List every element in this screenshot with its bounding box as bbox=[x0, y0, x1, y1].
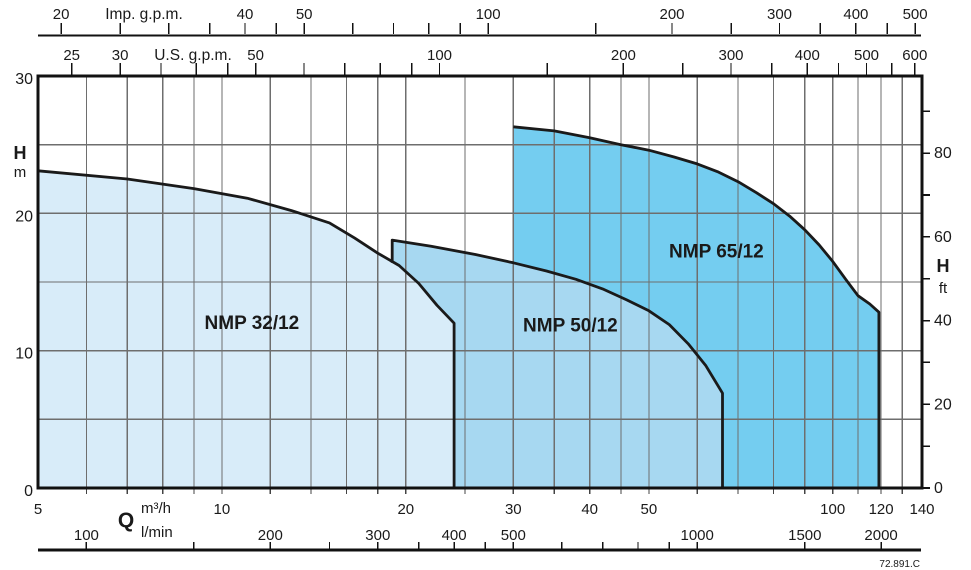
m3h-tick-label: 40 bbox=[581, 501, 598, 518]
grid bbox=[38, 76, 922, 488]
q-axis-label: Q bbox=[118, 509, 134, 532]
imp-gpm-tick-label: 500 bbox=[903, 6, 928, 23]
us-gpm-tick-label: 400 bbox=[795, 47, 820, 64]
imp-gpm-tick-label: 50 bbox=[296, 6, 313, 23]
limit-curve-nmp-65-12 bbox=[513, 125, 881, 488]
axis-h-ft: 0 20 40 60 80 Hft bbox=[922, 110, 952, 497]
m3h-tick-label: 30 bbox=[505, 501, 522, 518]
drawing-number-stamp: 72.891.C bbox=[879, 559, 920, 570]
lmin-tick-label: 200 bbox=[258, 527, 283, 544]
h-m-tick-label: 20 bbox=[15, 208, 33, 225]
h-ft-axis-unit: ft bbox=[939, 280, 948, 297]
axis-us-gpm: 25 30 50 100 200 300 400 500 600 U.S. g.p.m. bbox=[63, 47, 927, 75]
h-ft-tick-label: 0 bbox=[934, 480, 943, 497]
imp-gpm-tick-label: 200 bbox=[659, 6, 684, 23]
us-gpm-tick-label: 200 bbox=[611, 47, 636, 64]
lmin-unit-label: l/min bbox=[141, 524, 173, 541]
lmin-tick-label: 300 bbox=[365, 527, 390, 544]
imp-gpm-tick-label: 40 bbox=[237, 6, 254, 23]
h-m-tick-label: 10 bbox=[15, 346, 33, 363]
plot-border bbox=[36, 74, 924, 490]
us-gpm-tick-label: 30 bbox=[112, 47, 129, 64]
m3h-unit-label: m³/h bbox=[141, 500, 171, 517]
us-gpm-tick-label: 600 bbox=[902, 47, 927, 64]
lmin-tick-label: 1000 bbox=[681, 527, 714, 544]
m3h-tick-label: 120 bbox=[869, 501, 894, 518]
region-label-nmp-65-12: NMP 65/12 bbox=[669, 241, 764, 262]
m3h-tick-label: 20 bbox=[397, 501, 414, 518]
m3h-tick-label: 140 bbox=[909, 501, 934, 518]
m3h-tick-label: 100 bbox=[820, 501, 845, 518]
m3h-tick-label: 5 bbox=[34, 501, 42, 518]
h-ft-tick-label: 20 bbox=[934, 396, 952, 413]
axis-lmin: 100 200 300 400 500 1000 1500 2000 bbox=[38, 527, 921, 552]
region-fill-nmp-50-12 bbox=[392, 240, 723, 488]
us-gpm-tick-label: 25 bbox=[63, 47, 80, 64]
us-gpm-tick-label: 500 bbox=[854, 47, 879, 64]
h-ft-tick-label: 80 bbox=[934, 145, 952, 162]
h-ft-tick-label: 40 bbox=[934, 313, 952, 330]
h-ft-tick-label: 60 bbox=[934, 229, 952, 246]
lmin-tick-label: 2000 bbox=[864, 527, 897, 544]
m3h-tick-label: 10 bbox=[214, 501, 231, 518]
imp-gpm-tick-label: 20 bbox=[53, 6, 70, 23]
us-gpm-axis-title: U.S. g.p.m. bbox=[154, 47, 232, 64]
imp-gpm-axis-title: Imp. g.p.m. bbox=[105, 6, 183, 23]
h-m-tick-label: 0 bbox=[24, 483, 33, 500]
region-label-nmp-50-12: NMP 50/12 bbox=[523, 316, 618, 337]
lmin-tick-label: 1500 bbox=[788, 527, 821, 544]
us-gpm-tick-label: 100 bbox=[427, 47, 452, 64]
lmin-tick-label: 400 bbox=[442, 527, 467, 544]
us-gpm-tick-label: 50 bbox=[247, 47, 264, 64]
region-fill-nmp-32-12 bbox=[38, 170, 455, 489]
limit-curve-nmp-50-12 bbox=[390, 238, 724, 488]
lmin-tick-label: 500 bbox=[501, 527, 526, 544]
h-m-tick-label: 30 bbox=[15, 71, 33, 88]
axis-h-m: 0 10 20 30 Hm bbox=[14, 71, 34, 500]
imp-gpm-tick-label: 100 bbox=[476, 6, 501, 23]
imp-gpm-tick-label: 300 bbox=[767, 6, 792, 23]
axis-imp-gpm: 20 40 50 100 200 300 400 500 Imp. g.p.m. bbox=[38, 6, 928, 37]
h-m-axis-unit: m bbox=[14, 164, 27, 181]
m3h-tick-label: 50 bbox=[641, 501, 658, 518]
lmin-tick-label: 100 bbox=[74, 527, 99, 544]
limit-curve-nmp-32-12 bbox=[37, 169, 456, 488]
us-gpm-tick-label: 300 bbox=[718, 47, 743, 64]
h-m-axis-label: H bbox=[14, 143, 27, 163]
axis-m3h: 5 10 20 30 40 50 100 120 140 Qm³/h l/min bbox=[34, 500, 935, 541]
h-ft-axis-label: H bbox=[937, 256, 950, 276]
region-label-nmp-32-12: NMP 32/12 bbox=[205, 313, 300, 334]
imp-gpm-tick-label: 400 bbox=[843, 6, 868, 23]
